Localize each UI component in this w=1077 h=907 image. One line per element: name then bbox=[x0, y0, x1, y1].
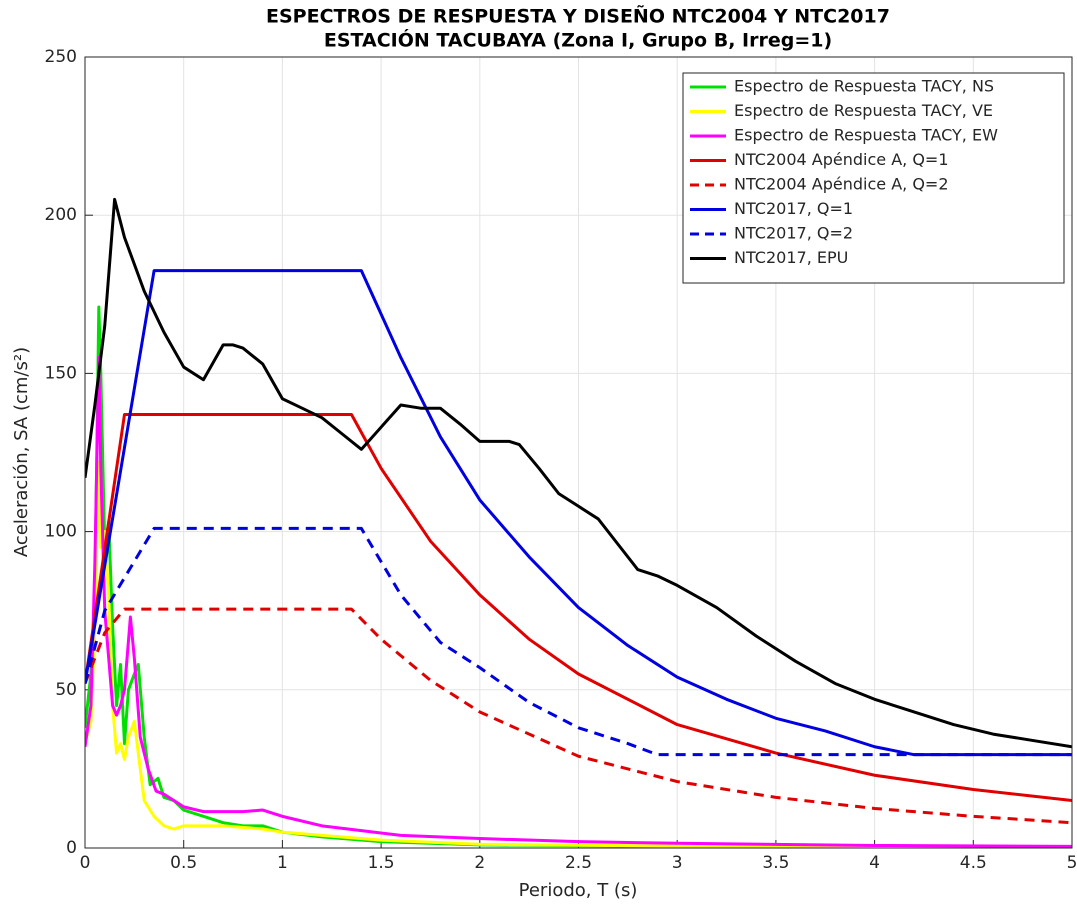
series-line bbox=[85, 197, 1072, 749]
y-tick-label: 100 bbox=[45, 522, 77, 542]
x-tick-label: 1.5 bbox=[368, 853, 395, 873]
x-tick-label: 1 bbox=[277, 853, 288, 873]
x-axis-label: Periodo, T (s) bbox=[519, 880, 638, 901]
chart-title: ESPECTROS DE RESPUESTA Y DISEÑO NTC2004 … bbox=[266, 4, 890, 28]
x-tick-label: 4.5 bbox=[960, 853, 987, 873]
y-tick-label: 50 bbox=[55, 680, 77, 700]
series-line bbox=[85, 413, 1072, 803]
chart-subtitle: ESTACIÓN TACUBAYA (Zona I, Grupo B, Irre… bbox=[324, 28, 832, 52]
y-tick-label: 200 bbox=[45, 205, 77, 225]
y-tick-label: 250 bbox=[45, 47, 77, 67]
x-tick-label: 4 bbox=[869, 853, 880, 873]
legend-label: NTC2004 Apéndice A, Q=1 bbox=[734, 150, 949, 169]
legend-label: NTC2017, EPU bbox=[734, 248, 848, 267]
x-tick-label: 3 bbox=[672, 853, 683, 873]
y-tick-label: 0 bbox=[66, 838, 77, 858]
legend-label: Espectro de Respuesta TACY, NS bbox=[734, 77, 994, 96]
x-tick-label: 3.5 bbox=[762, 853, 789, 873]
legend-label: Espectro de Respuesta TACY, VE bbox=[734, 101, 993, 120]
legend-box bbox=[682, 72, 1065, 284]
legend-label: NTC2004 Apéndice A, Q=2 bbox=[734, 175, 949, 194]
y-axis-label: Aceleración, SA (cm/s²) bbox=[11, 347, 32, 557]
y-tick-label: 150 bbox=[45, 363, 77, 383]
x-tick-label: 5 bbox=[1067, 853, 1077, 873]
plot-lines bbox=[85, 197, 1072, 848]
x-tick-label: 0 bbox=[80, 853, 91, 873]
x-tick-label: 0.5 bbox=[170, 853, 197, 873]
x-tick-label: 2 bbox=[474, 853, 485, 873]
x-tick-label: 2.5 bbox=[565, 853, 592, 873]
axes-box bbox=[84, 56, 1073, 849]
series-line bbox=[85, 607, 1072, 825]
series-line bbox=[85, 269, 1072, 757]
legend-label: NTC2017, Q=1 bbox=[734, 199, 853, 218]
legend-label: NTC2017, Q=2 bbox=[734, 224, 853, 243]
legend-label: Espectro de Respuesta TACY, EW bbox=[734, 126, 998, 145]
series-line bbox=[85, 526, 1072, 757]
